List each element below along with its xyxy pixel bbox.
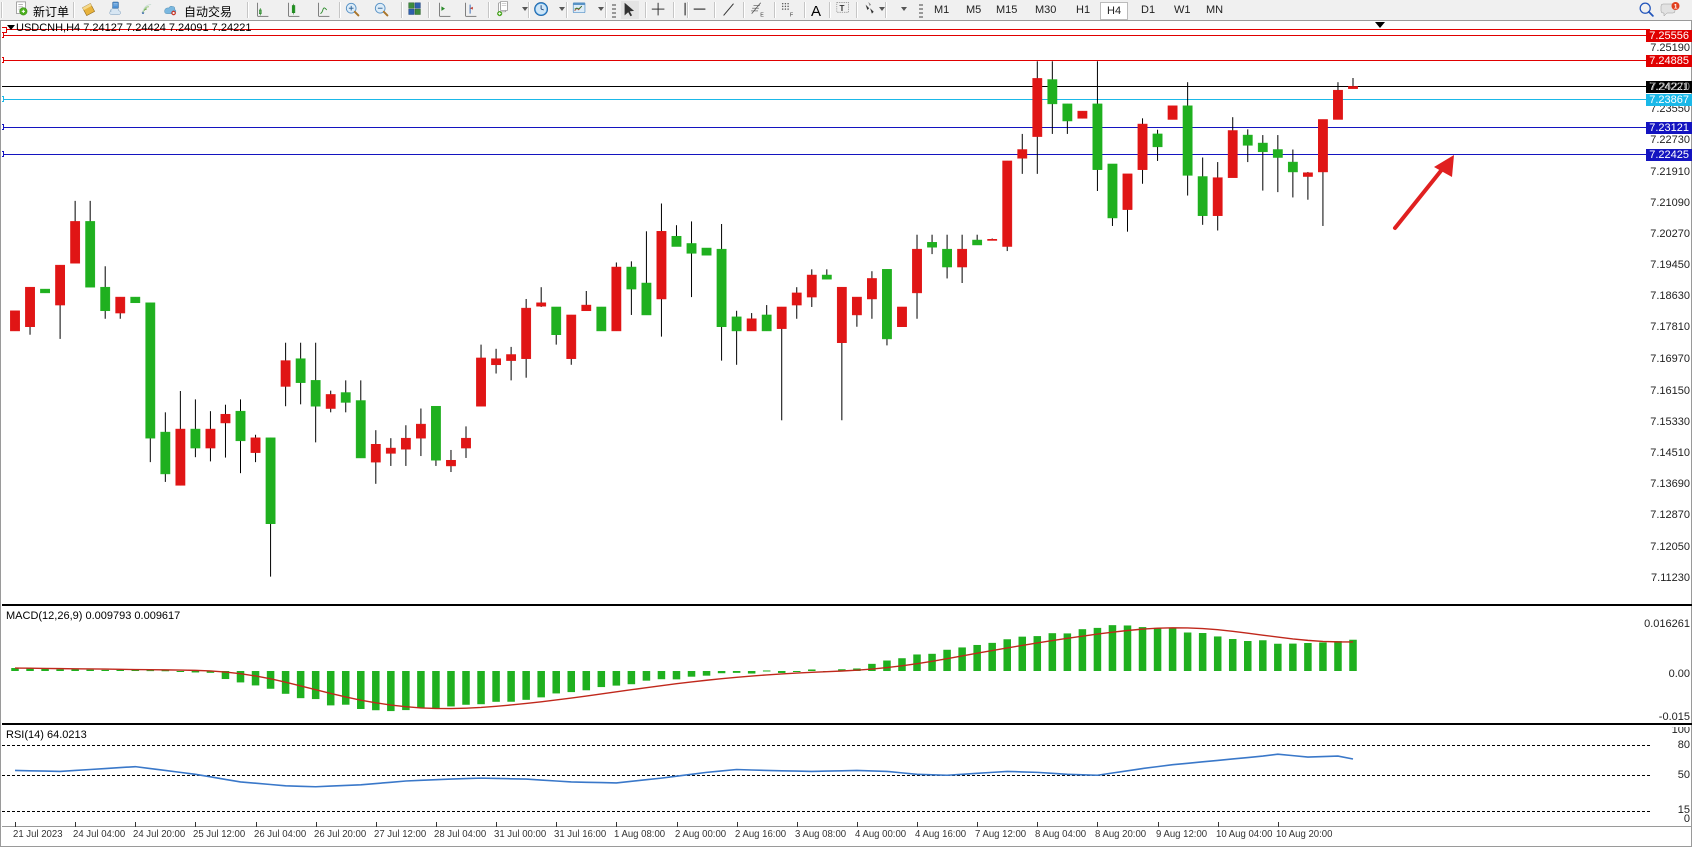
svg-text:T: T <box>840 4 845 13</box>
svg-text:F: F <box>790 12 794 18</box>
svg-text:E: E <box>760 12 764 18</box>
svg-text:1: 1 <box>1674 4 1678 11</box>
